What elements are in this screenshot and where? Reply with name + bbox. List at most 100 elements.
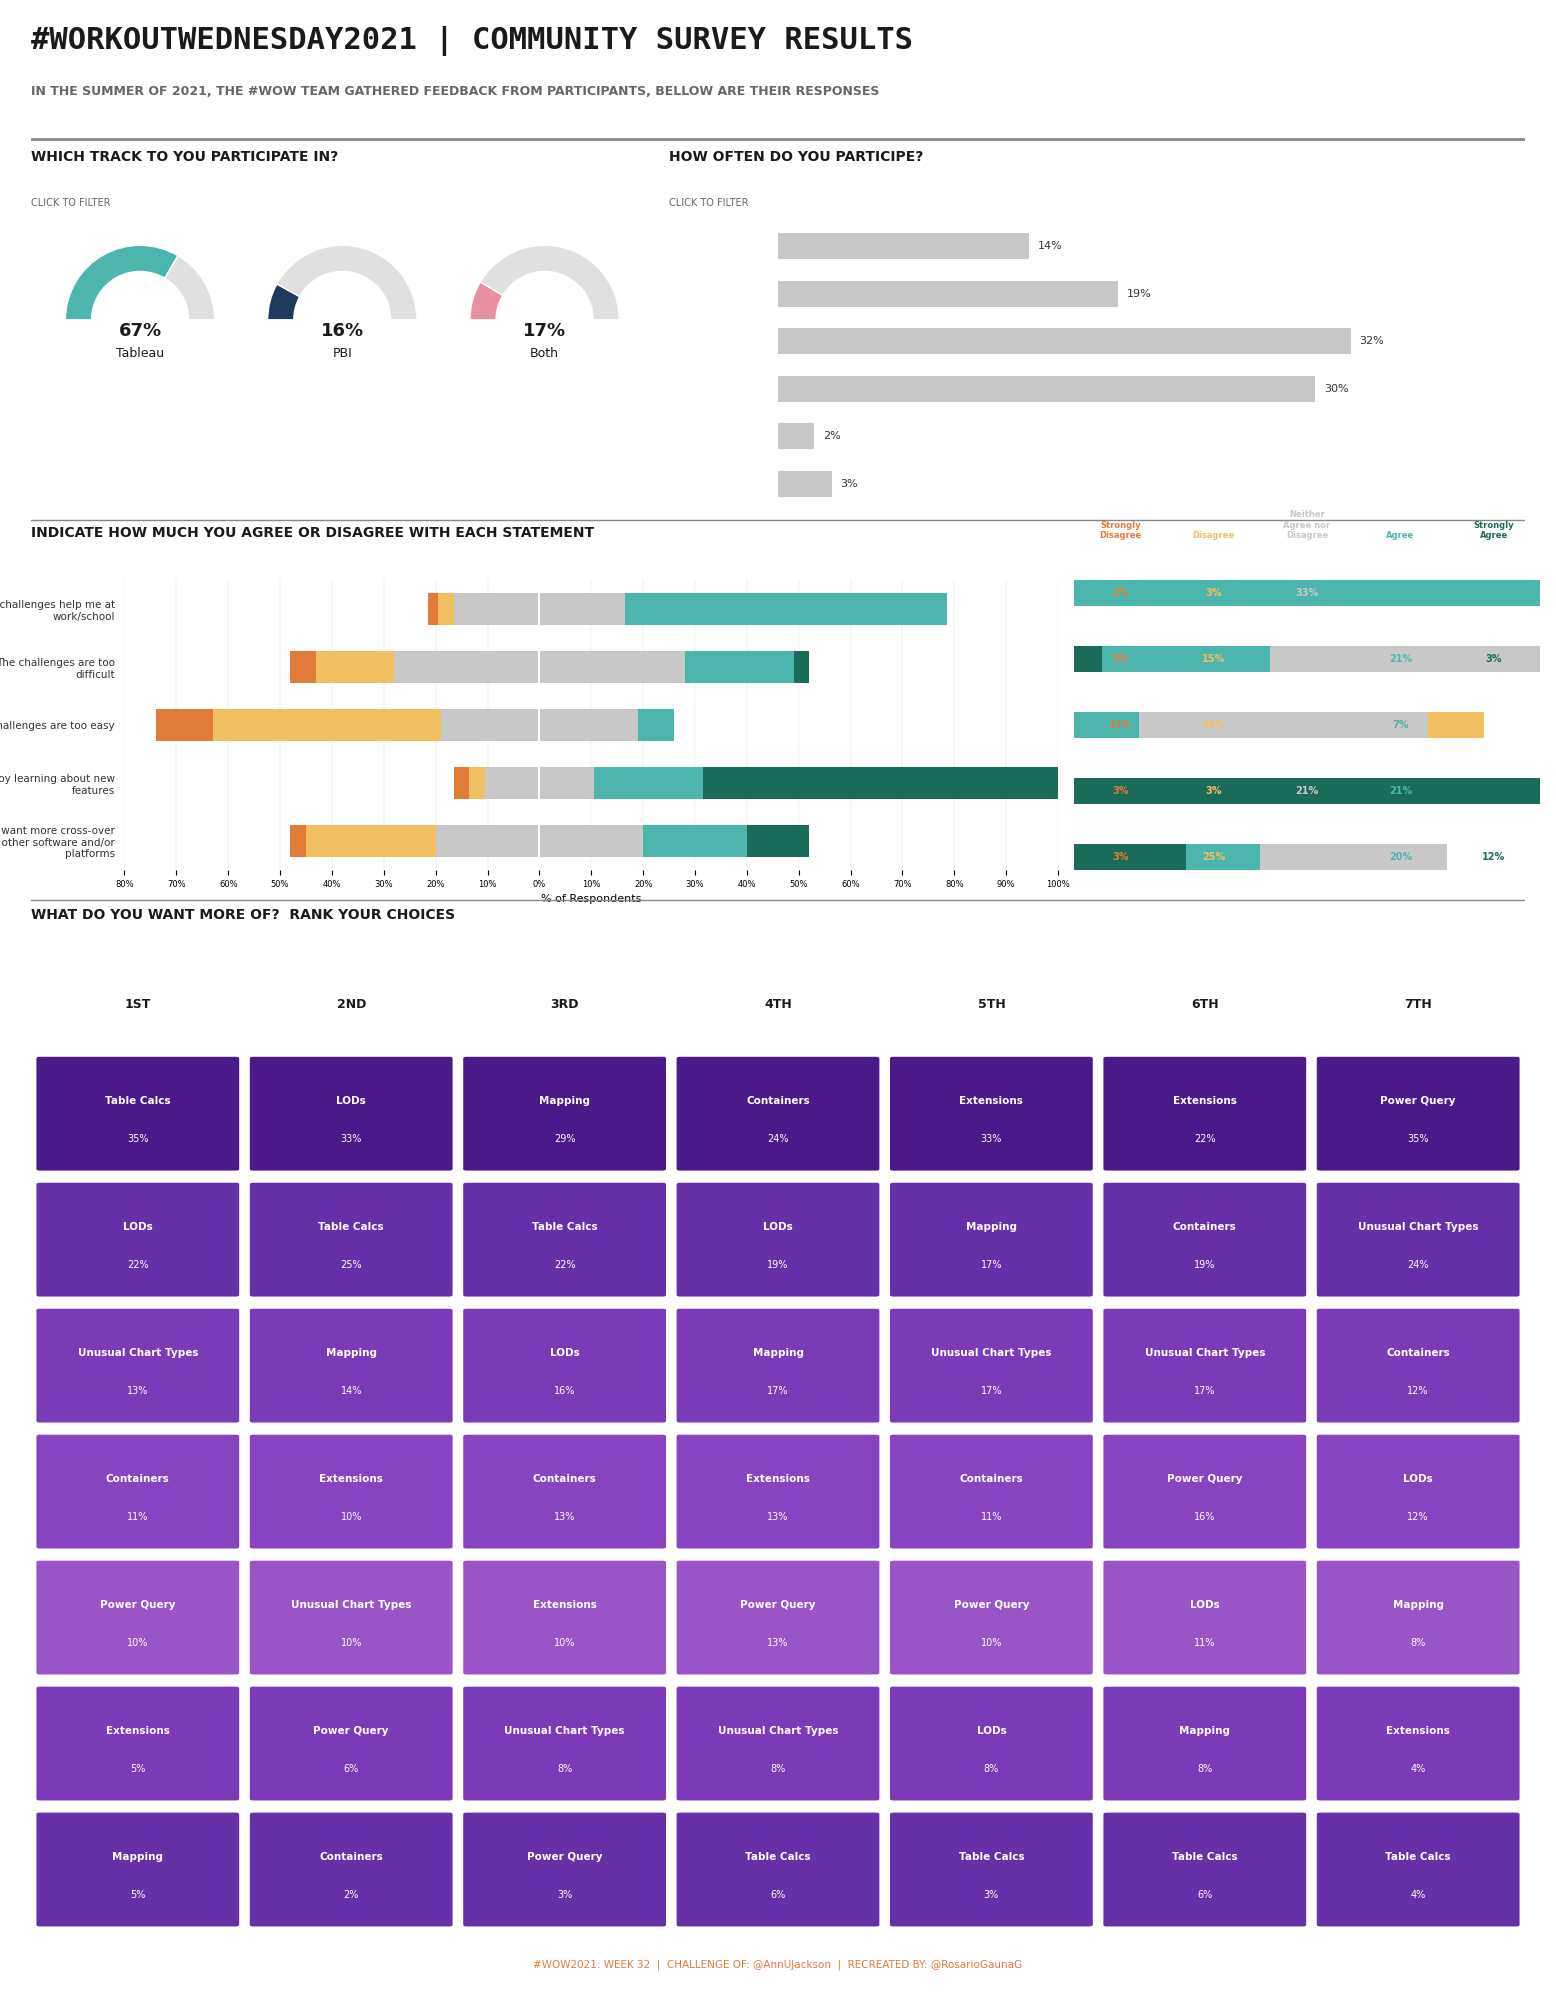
Text: 8%: 8% bbox=[557, 1764, 573, 1774]
Bar bbox=[626, 594, 946, 626]
Bar bbox=[747, 824, 809, 856]
Text: 21%: 21% bbox=[1296, 786, 1318, 796]
Text: 4%: 4% bbox=[1411, 1890, 1425, 1900]
Bar bbox=[1074, 778, 1102, 804]
Text: 2%: 2% bbox=[344, 1890, 359, 1900]
Bar bbox=[794, 652, 809, 682]
Text: INDICATE HOW MUCH YOU AGREE OR DISAGREE WITH EACH STATEMENT: INDICATE HOW MUCH YOU AGREE OR DISAGREE … bbox=[31, 526, 594, 540]
Text: Agree: Agree bbox=[1386, 532, 1414, 540]
Text: 11%: 11% bbox=[128, 1512, 148, 1522]
Text: 2%: 2% bbox=[823, 432, 840, 442]
Text: Mapping: Mapping bbox=[112, 1852, 163, 1862]
Text: 67%: 67% bbox=[118, 322, 162, 340]
Bar bbox=[307, 824, 436, 856]
Text: 14%: 14% bbox=[341, 1386, 363, 1396]
Text: 17%: 17% bbox=[980, 1386, 1002, 1396]
Wedge shape bbox=[268, 320, 417, 394]
Bar bbox=[439, 594, 454, 626]
FancyBboxPatch shape bbox=[1316, 1182, 1520, 1298]
Text: Mapping: Mapping bbox=[325, 1348, 377, 1358]
Bar bbox=[436, 824, 540, 856]
Bar bbox=[1074, 712, 1484, 738]
X-axis label: % of Respondents: % of Respondents bbox=[541, 894, 641, 904]
Bar bbox=[638, 710, 674, 740]
Text: Power Query: Power Query bbox=[1380, 1096, 1456, 1106]
Text: 5TH: 5TH bbox=[977, 998, 1005, 1010]
Text: LODs: LODs bbox=[977, 1726, 1007, 1736]
Bar bbox=[1074, 778, 1270, 804]
Text: 10%: 10% bbox=[341, 1512, 363, 1522]
Text: IN THE SUMMER OF 2021, THE #WOW TEAM GATHERED FEEDBACK FROM PARTICIPANTS, BELLOW: IN THE SUMMER OF 2021, THE #WOW TEAM GAT… bbox=[31, 84, 879, 98]
Text: 17%: 17% bbox=[980, 1260, 1002, 1270]
Text: 11%: 11% bbox=[1193, 1638, 1215, 1648]
FancyBboxPatch shape bbox=[36, 1434, 240, 1550]
Text: 3%: 3% bbox=[983, 1890, 999, 1900]
Text: 20%: 20% bbox=[1390, 852, 1411, 862]
Bar bbox=[1074, 844, 1186, 870]
Bar bbox=[291, 652, 316, 682]
Text: LODs: LODs bbox=[123, 1222, 152, 1232]
Bar bbox=[778, 470, 831, 496]
Bar bbox=[778, 234, 1029, 260]
Text: Containers: Containers bbox=[747, 1096, 809, 1106]
Text: 3RD: 3RD bbox=[551, 998, 579, 1010]
FancyBboxPatch shape bbox=[888, 1182, 1094, 1298]
FancyBboxPatch shape bbox=[249, 1812, 454, 1928]
Bar bbox=[1074, 844, 1307, 870]
Bar bbox=[1074, 712, 1428, 738]
Bar bbox=[428, 594, 439, 626]
Text: Mapping: Mapping bbox=[966, 1222, 1018, 1232]
Text: 29%: 29% bbox=[554, 1134, 576, 1144]
Bar bbox=[454, 594, 540, 626]
FancyBboxPatch shape bbox=[249, 1308, 454, 1424]
Text: 44%: 44% bbox=[1203, 720, 1225, 730]
FancyBboxPatch shape bbox=[1316, 1560, 1520, 1676]
Text: 19%: 19% bbox=[1193, 1260, 1215, 1270]
Text: Extensions: Extensions bbox=[745, 1474, 811, 1484]
Text: Both: Both bbox=[531, 348, 559, 360]
Text: Extensions: Extensions bbox=[532, 1600, 596, 1610]
Text: 5%: 5% bbox=[1113, 654, 1128, 664]
Bar bbox=[1074, 646, 1270, 672]
Text: 17%: 17% bbox=[523, 322, 566, 340]
FancyBboxPatch shape bbox=[462, 1182, 668, 1298]
Text: Unusual Chart Types: Unusual Chart Types bbox=[717, 1726, 839, 1736]
Bar bbox=[1074, 646, 1102, 672]
Text: 21%: 21% bbox=[1390, 654, 1411, 664]
Text: 19%: 19% bbox=[767, 1260, 789, 1270]
Text: 16%: 16% bbox=[554, 1386, 576, 1396]
FancyBboxPatch shape bbox=[1102, 1560, 1307, 1676]
Text: 11%: 11% bbox=[980, 1512, 1002, 1522]
FancyBboxPatch shape bbox=[462, 1686, 668, 1802]
Text: 13%: 13% bbox=[767, 1638, 789, 1648]
Bar bbox=[1074, 580, 1102, 606]
Bar bbox=[778, 280, 1117, 306]
Text: 7%: 7% bbox=[1393, 720, 1408, 730]
Text: Tableau: Tableau bbox=[117, 348, 163, 360]
Text: Containers: Containers bbox=[1386, 1348, 1450, 1358]
Text: 25%: 25% bbox=[341, 1260, 363, 1270]
Bar bbox=[1074, 646, 1120, 672]
Text: 10%: 10% bbox=[128, 1638, 148, 1648]
FancyBboxPatch shape bbox=[1102, 1308, 1307, 1424]
Bar bbox=[1074, 778, 1270, 804]
Text: 35%: 35% bbox=[1408, 1134, 1428, 1144]
FancyBboxPatch shape bbox=[675, 1182, 881, 1298]
Text: 14%: 14% bbox=[1038, 242, 1063, 252]
Bar bbox=[1074, 778, 1556, 804]
Text: 33%: 33% bbox=[341, 1134, 363, 1144]
Text: Extensions: Extensions bbox=[960, 1096, 1024, 1106]
Text: Power Query: Power Query bbox=[100, 1600, 176, 1610]
Text: Unusual Chart Types: Unusual Chart Types bbox=[291, 1600, 411, 1610]
Wedge shape bbox=[65, 246, 177, 320]
Text: 5%: 5% bbox=[131, 1764, 146, 1774]
Wedge shape bbox=[165, 256, 215, 320]
FancyBboxPatch shape bbox=[462, 1056, 668, 1172]
Text: LODs: LODs bbox=[762, 1222, 794, 1232]
Text: Neither
Agree nor
Disagree: Neither Agree nor Disagree bbox=[1284, 510, 1330, 540]
Text: Table Calcs: Table Calcs bbox=[958, 1852, 1024, 1862]
Text: CLICK TO FILTER: CLICK TO FILTER bbox=[31, 198, 110, 208]
FancyBboxPatch shape bbox=[1316, 1686, 1520, 1802]
Text: 32%: 32% bbox=[1360, 336, 1385, 346]
Wedge shape bbox=[268, 284, 300, 320]
